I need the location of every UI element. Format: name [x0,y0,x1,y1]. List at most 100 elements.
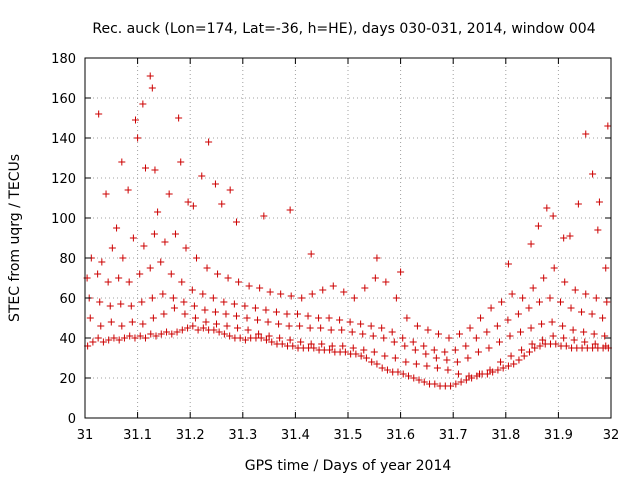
data-point [171,230,179,238]
x-tick-label: 31.4 [281,428,310,443]
data-point [561,278,569,286]
data-point [118,322,126,330]
data-point [275,320,283,328]
data-point [534,222,542,230]
data-point [96,298,104,306]
data-point [136,332,144,340]
data-point [348,328,356,336]
data-point [307,340,315,348]
data-point [211,308,219,316]
data-point [159,290,167,298]
data-point [245,282,253,290]
data-point [510,360,518,368]
data-point [210,326,218,334]
data-point [371,274,379,282]
data-point [256,284,264,292]
data-point [540,274,548,282]
data-point [106,302,114,310]
data-point [277,290,285,298]
data-point [102,190,110,198]
data-point [595,198,603,206]
data-point [175,114,183,122]
data-point [499,364,507,372]
data-point [373,360,381,368]
data-point [177,158,185,166]
x-tick-label: 31 [77,428,94,443]
data-point [367,322,375,330]
data-point [310,344,318,352]
data-point [149,314,157,322]
data-point [444,366,452,374]
data-point [255,330,263,338]
data-point [357,352,365,360]
data-point [230,300,238,308]
data-point [567,304,575,312]
data-point [382,278,390,286]
x-tick-label: 31.7 [439,428,468,443]
data-point [559,322,567,330]
data-point [169,294,177,302]
data-point [423,362,431,370]
data-point [209,294,217,302]
data-point [580,328,588,336]
data-point [146,72,154,80]
data-point [148,294,156,302]
data-point [226,186,234,194]
data-point [430,346,438,354]
data-point [115,274,123,282]
data-point [504,316,512,324]
data-point [569,326,577,334]
data-point [254,316,262,324]
data-point [189,322,197,330]
data-point [318,340,326,348]
data-point [189,202,197,210]
data-point [493,322,501,330]
x-tick-label: 31.1 [123,428,152,443]
data-point [147,330,155,338]
data-point [140,242,148,250]
data-point [161,238,169,246]
data-point [191,314,199,322]
data-point [525,348,533,356]
x-tick-label: 31.5 [334,428,363,443]
data-point [373,254,381,262]
data-point [378,324,386,332]
data-point [232,218,240,226]
data-point [157,258,165,266]
data-point [286,336,294,344]
data-point [328,342,336,350]
data-point [94,270,102,278]
data-point [514,310,522,318]
data-point [472,334,480,342]
data-point [251,304,259,312]
data-point [447,382,455,390]
data-point [402,358,410,366]
data-point [98,258,106,266]
data-point [104,278,112,286]
y-tick-label: 140 [51,132,76,147]
data-point [441,348,449,356]
data-point [108,244,116,252]
data-point [119,254,127,262]
data-point [380,334,388,342]
data-point [115,336,123,344]
data-point [146,264,154,272]
data-point [529,284,537,292]
data-point [549,332,557,340]
data-point [325,314,333,322]
data-point [214,270,222,278]
data-point [262,336,270,344]
data-point [243,314,251,322]
data-point [126,332,134,340]
data-point [211,180,219,188]
data-point [265,332,273,340]
data-point [477,314,485,322]
data-point [260,212,268,220]
data-point [127,302,135,310]
data-point [432,354,440,362]
data-point [550,264,558,272]
data-point [451,346,459,354]
data-point [431,380,439,388]
data-point [517,328,525,336]
grid-lines [85,58,611,418]
